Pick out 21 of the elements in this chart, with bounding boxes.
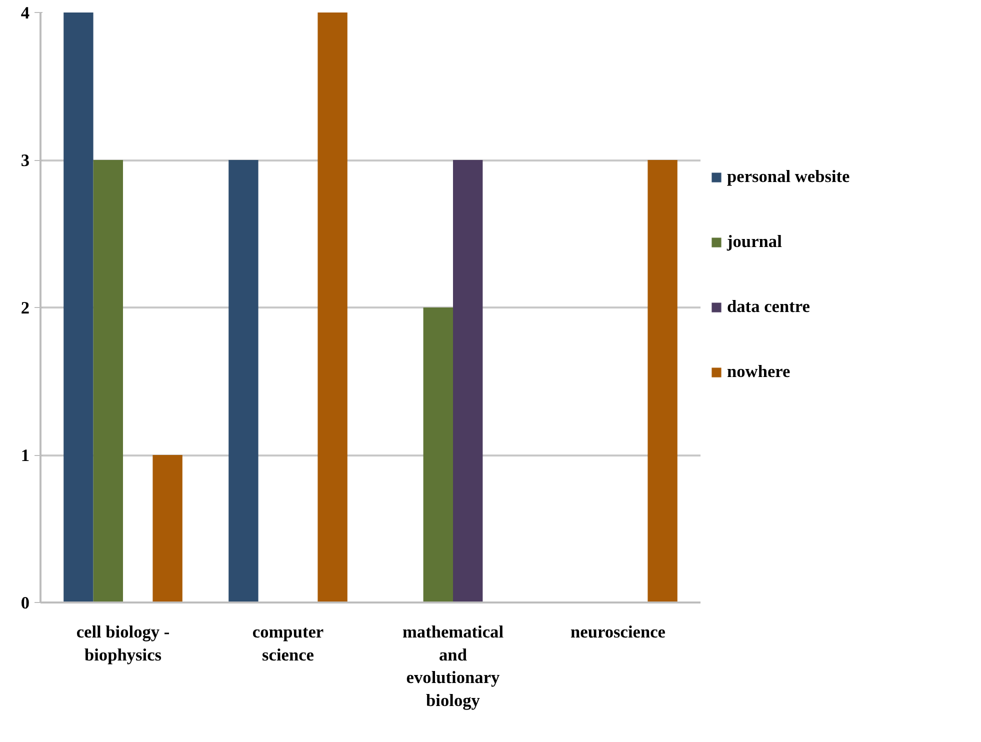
y-tick-label: 3	[20, 151, 30, 170]
x-tick-label: neuroscience	[570, 622, 666, 642]
y-tick-label: 1	[20, 446, 30, 465]
x-tick-label: computer science	[252, 622, 324, 664]
bar	[64, 12, 94, 602]
y-tick-label: 4	[20, 4, 30, 22]
bar	[93, 160, 123, 602]
bar	[423, 308, 453, 602]
legend-label: data centre	[727, 297, 810, 317]
bar	[152, 455, 182, 602]
x-tick-label: mathematical and evolutionary biology	[402, 622, 504, 710]
legend-label: personal website	[727, 167, 850, 187]
x-tick-label: cell biology - biophysics	[76, 622, 170, 664]
legend-label: journal	[727, 232, 782, 252]
bar	[453, 160, 483, 602]
y-tick-label: 2	[20, 298, 30, 318]
bar	[228, 160, 258, 602]
legend-label: nowhere	[727, 362, 790, 382]
bar	[648, 160, 678, 602]
y-tick-label: 0	[20, 594, 30, 612]
bar	[318, 12, 348, 602]
